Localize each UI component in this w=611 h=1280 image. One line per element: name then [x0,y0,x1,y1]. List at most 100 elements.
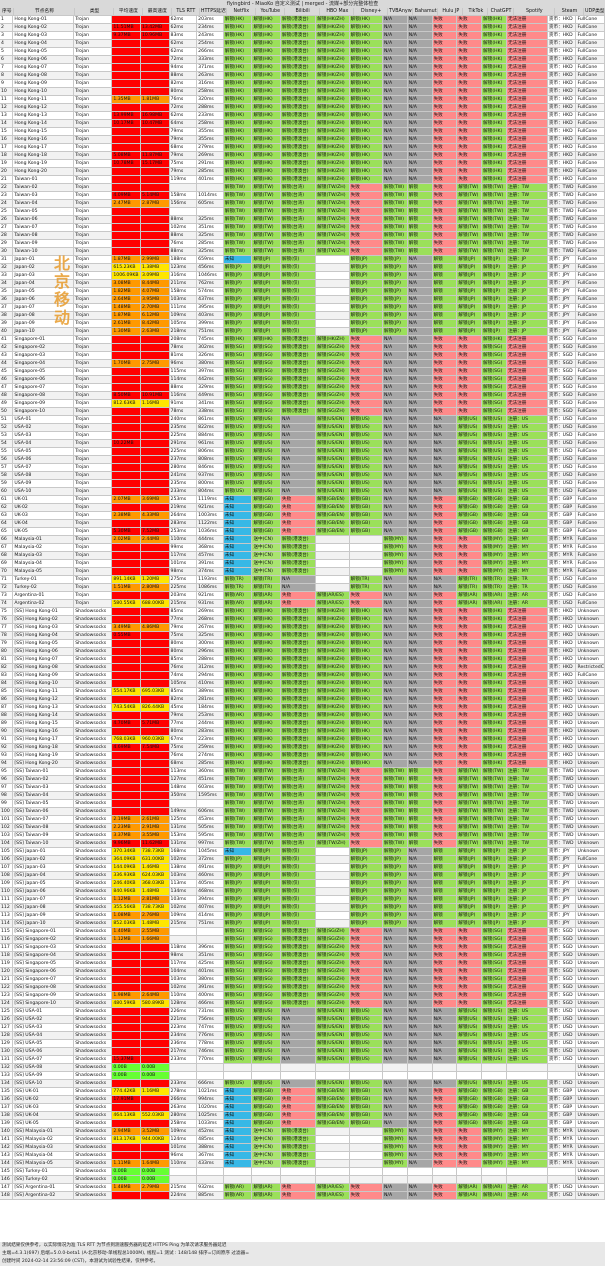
column-header[interactable]: TVBAnywhere [388,8,414,16]
table-row[interactable]: 76 [SS] Hong Kong-02 Shadowsocks 77ms 268ms 解… [0,616,606,624]
table-row[interactable]: 126 [SS] USA-02 Shadowsocks 221ms 756ms 解锁(US… [0,1016,606,1024]
table-row[interactable]: 105 [SS] Japan-01 Shadowsocks 370.34KB 738.7… [0,848,606,856]
table-row[interactable]: 136 [SS] UK-02 Shadowsocks 17.91MB 266ms 994m… [0,1096,606,1104]
table-row[interactable]: 132 [SS] USA-08 Shadowsocks 0.00B 0.00B Unkno… [0,1064,606,1072]
table-row[interactable]: 18 Hong Kong-18 Trojan 5.08MB 11.87MB 79ms 269… [0,152,606,160]
table-row[interactable]: 57 USA-07 Trojan 280ms 846ms 解锁(US) 解锁(US) N/A 解… [0,464,606,472]
table-row[interactable]: 111 [SS] Japan-07 Shadowsocks 1.12MB 2.81MB 1… [0,896,606,904]
table-row[interactable]: 60 USA-10 Trojan 233ms 804ms 解锁(US) 解锁(US) N/A 解… [0,488,606,496]
table-row[interactable]: 29 Taiwan-09 Trojan 76ms 285ms 解锁(TW) 解锁(TW) 解锁… [0,240,606,248]
column-header[interactable]: Bilibili [284,8,321,16]
table-row[interactable]: 83 [SS] Hong Kong-09 Shadowsocks 74ms 294ms 解… [0,672,606,680]
table-row[interactable]: 67 Malaysia-02 Trojan 99ms 368ms 未知 送中(CN) 解锁(港… [0,544,606,552]
table-row[interactable]: 30 Taiwan-10 Trojan 88ms 325ms 解锁(TW) 解锁(TW) 解锁… [0,248,606,256]
table-row[interactable]: 31 Japan-01 Trojan 1.87MB 2.99MB 188ms 659ms 未知… [0,256,606,264]
table-row[interactable]: 59 USA-09 Trojan 235ms 800ms 解锁(US) 解锁(US) N/A 解… [0,480,606,488]
table-row[interactable]: 50 Singapore-10 Trojan 78ms 338ms 解锁(SG) 解锁(SG… [0,408,606,416]
table-row[interactable]: 145 [SS] Turkey-01 Shadowsocks 0.00B 0.00B Un… [0,1168,606,1176]
table-row[interactable]: 80 [SS] Hong Kong-06 Shadowsocks 80ms 296ms 解… [0,648,606,656]
table-row[interactable]: 71 Turkey-01 Trojan 891.14KB 1.20MB 275ms 1193… [0,576,606,584]
table-row[interactable]: 108 [SS] Japan-04 Shadowsocks 336.93KB 624.0… [0,872,606,880]
table-row[interactable]: 106 [SS] Japan-02 Shadowsocks 364.09KB 631.0… [0,856,606,864]
table-row[interactable]: 26 Taiwan-06 Trojan 88ms 325ms 解锁(TW) 解锁(TW) 解锁… [0,216,606,224]
table-row[interactable]: 19 Hong Kong-19 Trojan 10.78MB 15.17MB 75ms 29… [0,160,606,168]
table-row[interactable]: 84 [SS] Hong Kong-10 Shadowsocks 105ms 410ms… [0,680,606,688]
column-header[interactable]: Spotify [513,8,556,16]
table-row[interactable]: 95 [SS] Taiwan-01 Shadowsocks 113ms 360ms 解锁(… [0,768,606,776]
column-header[interactable]: UDP类型 [584,8,605,16]
table-row[interactable]: 135 [SS] UK-01 Shadowsocks 774.42KB 1.16MB 27… [0,1088,606,1096]
table-row[interactable]: 100 [SS] Taiwan-06 Shadowsocks 149ms 606ms 解锁… [0,808,606,816]
column-header[interactable]: HTTPS延迟 [199,8,227,16]
table-row[interactable]: 46 Singapore-06 Trojan 114ms 442ms 解锁(SG) 解锁(S… [0,376,606,384]
table-row[interactable]: 53 USA-03 Trojan 225ms 884ms 解锁(US) 解锁(US) N/A 解… [0,432,606,440]
table-row[interactable]: 43 Singapore-03 Trojan 81ms 326ms 解锁(SG) 解锁(SG… [0,352,606,360]
column-header[interactable]: Steam [555,8,585,16]
table-row[interactable]: 81 [SS] Hong Kong-07 Shadowsocks 85ms 288ms 解… [0,656,606,664]
table-row[interactable]: 124 [SS] Singapore-10 Shadowsocks 480.59KB 5… [0,1000,606,1008]
table-row[interactable]: 86 [SS] Hong Kong-12 Shadowsocks 82ms 281ms 解… [0,696,606,704]
table-row[interactable]: 88 [SS] Hong Kong-14 Shadowsocks 79ms 253ms 解… [0,712,606,720]
table-row[interactable]: 129 [SS] USA-05 Shadowsocks 236ms 778ms 解锁(US… [0,1040,606,1048]
table-row[interactable]: 115 [SS] Singapore-01 Shadowsocks 1.40MB 2.5… [0,928,606,936]
table-row[interactable]: 65 UK-05 Trojan 5.30MB 7.52MB 253ms 1036ms 未知 解锁… [0,528,606,536]
table-row[interactable]: 103 [SS] Taiwan-09 Shadowsocks 3.37MB 3.55MB… [0,832,606,840]
table-row[interactable]: 33 Japan-03 Trojan 1006.09KB 3.09MB 316ms 1046… [0,272,606,280]
column-header[interactable]: 序号 [0,8,14,16]
table-row[interactable]: 139 [SS] UK-05 Shadowsocks 258ms 1033ms 未知 解锁(… [0,1120,606,1128]
table-row[interactable]: 38 Japan-08 Trojan 1.87MB 6.12MB 109ms 403ms 解锁… [0,312,606,320]
column-header[interactable]: 最高速度 [142,8,172,16]
table-row[interactable]: 82 [SS] Hong Kong-08 Shadowsocks 76ms 312ms 解… [0,664,606,672]
table-row[interactable]: 73 Argentina-01 Trojan 203ms 921ms 解锁(AR) 解锁(A… [0,592,606,600]
table-row[interactable]: 138 [SS] UK-04 Shadowsocks 464.13KB 552.03KB… [0,1112,606,1120]
table-row[interactable]: 133 [SS] USA-09 Shadowsocks 0.00B 0.00B Unkno… [0,1072,606,1080]
table-row[interactable]: 91 [SS] Hong Kong-17 Shadowsocks 768.03KB 96… [0,736,606,744]
table-row[interactable]: 1 Hong Kong-01 Trojan 62ms 203ms 解锁(HK) 解锁(HK)… [0,16,606,24]
column-header[interactable]: Hulu JP [438,8,464,16]
table-row[interactable]: 77 [SS] Hong Kong-03 Shadowsocks 3.49MB 4.86… [0,624,606,632]
table-row[interactable]: 39 Japan-09 Trojan 2.61MB 8.42MB 105ms 399ms 解锁… [0,320,606,328]
column-header[interactable]: Disney+ [354,8,389,16]
column-header[interactable]: YouTube [255,8,285,16]
table-row[interactable]: 4 Hong Kong-04 Trojan 62ms 254ms 解锁(HK) 解锁(HK)… [0,40,606,48]
table-row[interactable]: 147 [SS] Argentina-01 Shadowsocks 1.48MB 2.7… [0,1184,606,1192]
table-row[interactable]: 41 Singapore-01 Trojan 208ms 745ms 解锁(HK) 解锁(H… [0,336,606,344]
table-row[interactable]: 119 [SS] Singapore-05 Shadowsocks 117ms 425m… [0,960,606,968]
table-row[interactable]: 74 Argentina-02 Trojan 580.55KB 688.00KB 215m… [0,600,606,608]
table-row[interactable]: 146 [SS] Turkey-02 Shadowsocks 0.00B 0.00B Un… [0,1176,606,1184]
table-row[interactable]: 9 Hong Kong-09 Trojan 82ms 316ms 解锁(HK) 解锁(HK)… [0,80,606,88]
table-row[interactable]: 35 Japan-05 Trojan 1.82MB 4.07MB 158ms 574ms 解锁… [0,288,606,296]
table-row[interactable]: 21 Taiwan-01 Trojan 119ms 401ms 解锁(HK) 解锁(HK) 解… [0,176,606,184]
table-row[interactable]: 109 [SS] Japan-05 Shadowsocks 246.40KB 368.0… [0,880,606,888]
table-row[interactable]: 20 Hong Kong-20 Trojan 79ms 285ms 解锁(HK) 解锁(HK… [0,168,606,176]
table-row[interactable]: 137 [SS] UK-03 Shadowsocks 263ms 1020ms 未知 解锁(… [0,1104,606,1112]
column-header[interactable]: TLS RTT [171,8,200,16]
table-row[interactable]: 17 Hong Kong-17 Trojan 68ms 279ms 解锁(HK) 解锁(HK… [0,144,606,152]
table-row[interactable]: 125 [SS] USA-01 Shadowsocks 226ms 731ms 解锁(US… [0,1008,606,1016]
table-row[interactable]: 36 Japan-06 Trojan 2.64MB 3.95MB 103ms 437ms 解锁… [0,296,606,304]
table-row[interactable]: 114 [SS] Japan-10 Shadowsocks 852.03KB 1.48M… [0,920,606,928]
column-header[interactable]: HBO Max [320,8,355,16]
table-row[interactable]: 54 USA-04 Trojan 10.22MB 291ms 961ms 解锁(US) 解锁(… [0,440,606,448]
table-row[interactable]: 90 [SS] Hong Kong-16 Shadowsocks 80ms 283ms 解… [0,728,606,736]
column-header[interactable]: ChatGPT [488,8,514,16]
table-row[interactable]: 78 [SS] Hong Kong-04 Shadowsocks 0.55MB 75ms… [0,632,606,640]
table-row[interactable]: 51 USA-01 Trojan 240ms 861ms 解锁(US) 解锁(US) N/A 解… [0,416,606,424]
table-row[interactable]: 118 [SS] Singapore-04 Shadowsocks 98ms 351ms… [0,952,606,960]
table-row[interactable]: 68 Malaysia-03 Trojan 117ms 457ms 未知 送中(CN) 解锁(… [0,552,606,560]
table-row[interactable]: 104 [SS] Taiwan-10 Shadowsocks 9.96MB 11.62M… [0,840,606,848]
table-row[interactable]: 63 UK-03 Trojan 2.38MB 4.33MB 264ms 1003ms 未知 解锁… [0,512,606,520]
table-row[interactable]: 93 [SS] Hong Kong-19 Shadowsocks 76ms 274ms 解… [0,752,606,760]
table-row[interactable]: 101 [SS] Taiwan-07 Shadowsocks 2.19MB 2.61MB… [0,816,606,824]
table-row[interactable]: 121 [SS] Singapore-07 Shadowsocks 103ms 380m… [0,976,606,984]
table-row[interactable]: 11 Hong Kong-11 Trojan 1.35MB 1.81MB 76ms 320m… [0,96,606,104]
table-row[interactable]: 42 Singapore-02 Trojan 78ms 302ms 解锁(SG) 解锁(SG… [0,344,606,352]
table-row[interactable]: 87 [SS] Hong Kong-13 Shadowsocks 743.54KB 82… [0,704,606,712]
table-row[interactable]: 66 Malaysia-01 Trojan 2.02MB 2.44MB 110ms 444m… [0,536,606,544]
table-row[interactable]: 130 [SS] USA-06 Shadowsocks 217ms 746ms 解锁(US… [0,1048,606,1056]
table-row[interactable]: 96 [SS] Taiwan-02 Shadowsocks 127ms 451ms 解锁(… [0,776,606,784]
table-row[interactable]: 37 Japan-07 Trojan 1.48MB 2.70MB 111ms 395ms 解锁… [0,304,606,312]
table-row[interactable]: 112 [SS] Japan-08 Shadowsocks 355.56KB 738.7… [0,904,606,912]
table-row[interactable]: 7 Hong Kong-07 Trojan 94ms 371ms 解锁(HK) 解锁(HK)… [0,64,606,72]
table-row[interactable]: 40 Japan-10 Trojan 1.30MB 2.63MB 218ms 751ms 解锁… [0,328,606,336]
